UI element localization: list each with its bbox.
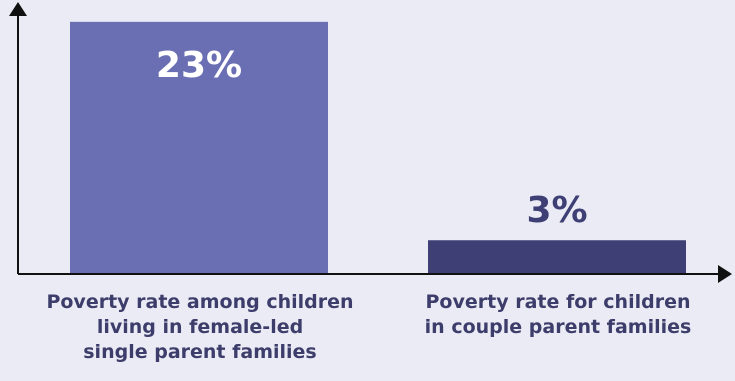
bars-layer [70, 21, 686, 274]
x-axis-arrowhead-icon [718, 265, 732, 283]
y-axis-arrowhead-icon [9, 2, 27, 16]
category-label-couple-parent: Poverty rate for children in couple pare… [424, 291, 692, 338]
category-label-single-parent: Poverty rate among children living in fe… [46, 291, 354, 363]
value-labels-layer: 23% 3% [156, 45, 588, 231]
value-label-1: 23% [156, 45, 242, 86]
value-label-2: 3% [526, 190, 587, 231]
bar-1 [70, 21, 328, 274]
bar-2 [428, 240, 686, 273]
